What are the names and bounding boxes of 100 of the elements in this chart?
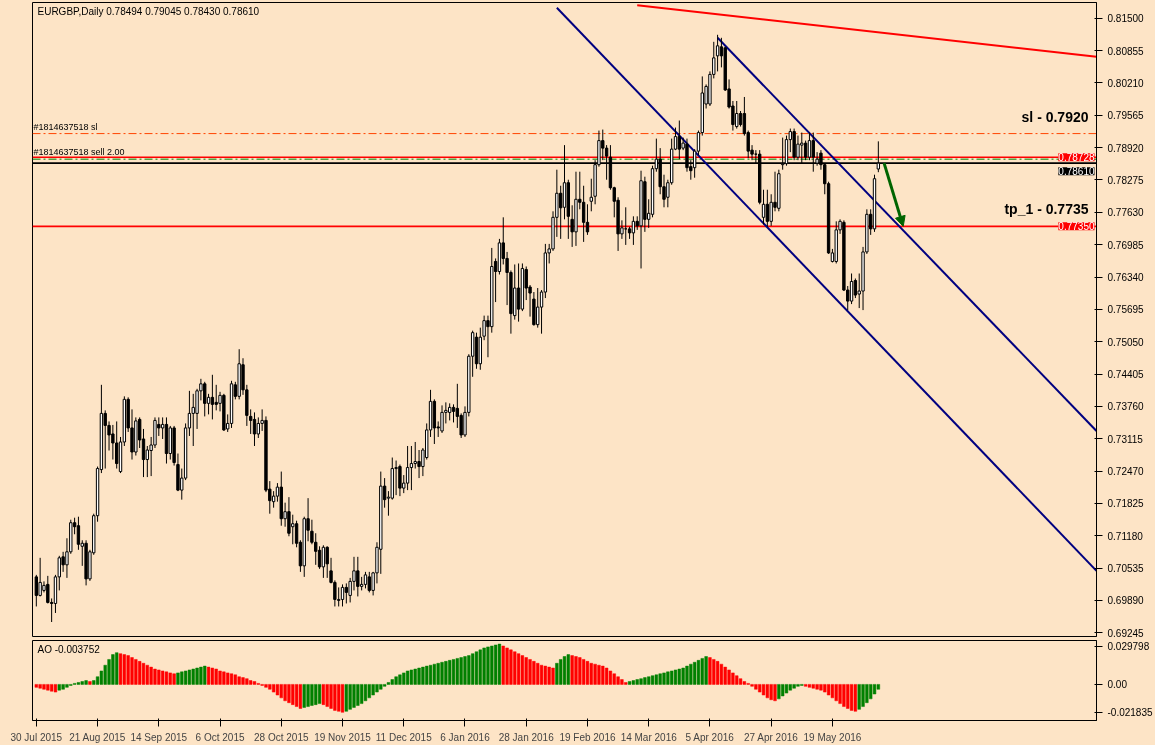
bar — [490, 645, 494, 685]
bar — [448, 660, 452, 685]
bar — [574, 656, 578, 685]
bar — [662, 672, 666, 685]
bar — [237, 676, 241, 685]
bar — [559, 659, 563, 685]
candlestick — [103, 409, 107, 470]
y-tick-label: 0.77630 — [1107, 207, 1145, 219]
bar — [360, 684, 364, 704]
candlestick — [765, 189, 770, 228]
bar — [402, 672, 406, 685]
bar — [830, 684, 835, 699]
bar — [264, 684, 268, 688]
candlestick — [394, 460, 398, 496]
bar — [126, 655, 130, 685]
bar — [547, 666, 551, 685]
bar — [229, 673, 234, 685]
bar — [811, 684, 815, 689]
bar — [252, 681, 257, 685]
bar — [390, 679, 394, 685]
bar — [183, 670, 188, 685]
bar — [214, 668, 218, 685]
x-tick-label: 19 Nov 2015 — [314, 731, 372, 743]
candlestick — [585, 203, 590, 236]
bar — [325, 684, 329, 707]
bar — [834, 684, 838, 702]
ref-line-label: 0.77350 — [1058, 221, 1095, 233]
bar — [172, 673, 176, 685]
candlestick — [558, 185, 563, 240]
bar — [842, 684, 846, 707]
y-tick-label: 0.69245 — [1107, 627, 1145, 639]
bar — [543, 665, 547, 685]
ref-line-label: #1814637518 sell 2.00 — [33, 147, 125, 158]
bar — [861, 684, 865, 707]
bar — [478, 649, 482, 685]
bar — [363, 684, 368, 702]
bar — [145, 664, 149, 685]
bar — [528, 659, 532, 685]
candlestick — [849, 272, 854, 305]
bar — [693, 662, 697, 685]
bar — [853, 684, 858, 712]
bar — [153, 668, 157, 685]
bar — [631, 680, 636, 685]
x-tick-label: 19 May 2016 — [803, 731, 862, 743]
annotation: tp_1 - 0.7735 — [1004, 201, 1089, 218]
bar — [719, 663, 724, 685]
candlestick — [803, 140, 808, 161]
bar — [777, 684, 781, 700]
y-tick-label: 0.78920 — [1107, 142, 1145, 154]
bar — [578, 657, 582, 685]
bar — [463, 656, 467, 685]
bar — [371, 684, 375, 696]
bar — [704, 656, 708, 685]
bar — [226, 672, 230, 685]
candlestick — [398, 464, 402, 497]
x-tick-label: 30 Jul 2015 — [10, 731, 63, 743]
bar — [130, 657, 134, 685]
x-tick-label: 14 Mar 2016 — [620, 731, 678, 743]
bar — [84, 680, 88, 685]
annotation: sl - 0.7920 — [1021, 108, 1089, 125]
bar — [210, 667, 215, 685]
bar — [61, 684, 65, 690]
bar — [807, 684, 812, 688]
bar — [302, 684, 306, 708]
bar — [643, 677, 647, 685]
bar — [417, 667, 421, 685]
bar — [191, 668, 195, 685]
y-tick-label: 0.71825 — [1107, 498, 1145, 510]
bar — [340, 684, 345, 713]
bar — [287, 684, 291, 703]
bar — [455, 658, 459, 685]
bar — [356, 684, 360, 706]
bar — [306, 684, 310, 707]
bar — [620, 679, 624, 685]
bar — [459, 657, 463, 685]
bar — [65, 684, 69, 688]
bar — [616, 676, 620, 685]
candlestick — [344, 582, 349, 604]
bar — [520, 655, 525, 685]
bar — [792, 684, 796, 689]
bar — [398, 674, 402, 685]
bar — [444, 661, 448, 685]
bar — [823, 684, 827, 693]
bar — [838, 684, 842, 704]
bar — [271, 684, 276, 693]
candlestick — [115, 420, 119, 470]
x-tick-label: 6 Jan 2016 — [440, 731, 491, 743]
candlestick — [440, 404, 444, 434]
y-tick-label: 0.73115 — [1107, 433, 1144, 445]
chart-title: AO -0.003752 — [37, 643, 101, 655]
bar — [673, 669, 678, 685]
bar — [524, 657, 528, 685]
bar — [685, 665, 689, 685]
y-tick-label: 0.029798 — [1107, 641, 1150, 653]
bar — [670, 670, 674, 685]
bar — [88, 681, 92, 685]
bar — [677, 668, 681, 685]
bar — [551, 667, 555, 685]
candlestick — [340, 583, 345, 607]
bar — [394, 676, 398, 685]
